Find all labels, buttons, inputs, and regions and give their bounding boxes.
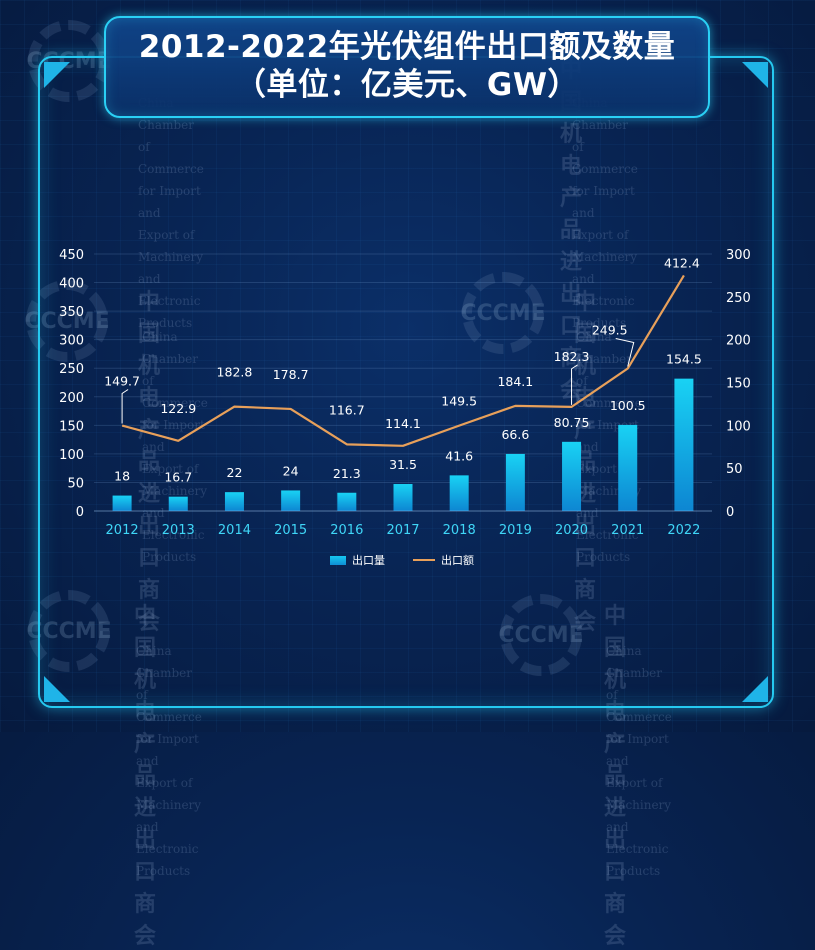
y-right-tick-label: 100 bbox=[726, 419, 751, 434]
legend-item-volume[interactable]: 出口量 bbox=[330, 552, 385, 568]
bar-export-volume bbox=[674, 378, 694, 511]
bar-data-label: 41.6 bbox=[445, 448, 473, 463]
bar-data-label: 21.3 bbox=[333, 466, 361, 481]
legend-item-value[interactable]: 出口额 bbox=[413, 552, 474, 568]
line-data-label: 184.1 bbox=[497, 374, 533, 389]
x-tick-label: 2014 bbox=[218, 523, 251, 538]
bar-export-volume bbox=[562, 441, 582, 511]
y-left-tick-label: 0 bbox=[76, 505, 84, 520]
chart-legend: 出口量 出口额 bbox=[330, 552, 474, 568]
x-tick-label: 2015 bbox=[274, 523, 307, 538]
bar-export-volume bbox=[112, 495, 132, 511]
bar-data-label: 80.75 bbox=[554, 415, 590, 430]
background-grid bbox=[0, 0, 815, 732]
y-left-tick-label: 450 bbox=[59, 248, 84, 263]
bar-export-volume bbox=[168, 496, 188, 511]
bar-data-label: 154.5 bbox=[666, 352, 702, 367]
bar-data-label: 22 bbox=[227, 465, 243, 480]
line-data-label: 182.3 bbox=[554, 349, 590, 364]
legend-label-value: 出口额 bbox=[441, 554, 474, 567]
bar-export-volume bbox=[505, 453, 525, 511]
chart-subtitle: （单位：亿美元、GW） bbox=[234, 67, 580, 103]
y-left-tick-label: 250 bbox=[59, 362, 84, 377]
y-left-tick-label: 400 bbox=[59, 277, 84, 292]
watermark-en-line2: Export of Machinery and Electronic Produ… bbox=[606, 776, 672, 878]
watermark-en-line2: Export of Machinery and Electronic Produ… bbox=[136, 776, 202, 878]
combo-chart: 18 16.7 22 24 21.3 31.5 41.6 66.6 80.75 100.5 154.… bbox=[59, 248, 751, 538]
frame-corner-decoration bbox=[742, 62, 768, 88]
x-tick-label: 2012 bbox=[106, 523, 139, 538]
y-right-tick-label: 50 bbox=[726, 462, 743, 477]
y-left-tick-label: 300 bbox=[59, 334, 84, 349]
x-tick-label: 2013 bbox=[162, 523, 195, 538]
line-label-leader bbox=[121, 389, 129, 424]
bar-data-label: 18 bbox=[114, 469, 130, 484]
x-tick-label: 2018 bbox=[443, 523, 476, 538]
y-left-tick-label: 150 bbox=[59, 419, 84, 434]
line-export-value bbox=[121, 274, 685, 447]
x-tick-label: 2019 bbox=[499, 523, 532, 538]
line-data-label: 412.4 bbox=[664, 255, 700, 270]
y-right-tick-label: 0 bbox=[726, 505, 734, 520]
line-data-label: 249.5 bbox=[592, 323, 628, 338]
x-tick-label: 2020 bbox=[555, 523, 588, 538]
bar-data-label: 31.5 bbox=[389, 457, 417, 472]
y-left-tick-label: 50 bbox=[67, 476, 84, 491]
y-right-tick-label: 200 bbox=[726, 334, 751, 349]
line-label-leader bbox=[615, 338, 635, 367]
bar-export-volume bbox=[618, 424, 638, 511]
bar-data-label: 16.7 bbox=[164, 470, 192, 485]
bar-export-volume bbox=[224, 492, 244, 511]
y-right-tick-label: 250 bbox=[726, 291, 751, 306]
line-data-label: 149.7 bbox=[104, 374, 140, 389]
bar-export-volume bbox=[337, 492, 357, 511]
y-left-tick-label: 350 bbox=[59, 305, 84, 320]
title-panel: 2012-2022年光伏组件出口额及数量 （单位：亿美元、GW） bbox=[104, 16, 710, 118]
legend-bar-swatch bbox=[330, 555, 346, 565]
y-left-tick-label: 200 bbox=[59, 391, 84, 406]
y-right-tick-label: 150 bbox=[726, 377, 751, 392]
x-tick-label: 2017 bbox=[386, 523, 419, 538]
bar-data-label: 100.5 bbox=[610, 398, 646, 413]
line-label-leader bbox=[571, 364, 578, 405]
bar-data-label: 66.6 bbox=[501, 427, 529, 442]
line-data-label: 178.7 bbox=[273, 367, 309, 382]
y-left-tick-label: 100 bbox=[59, 448, 84, 463]
line-data-label: 149.5 bbox=[441, 394, 477, 409]
line-data-label: 182.8 bbox=[217, 365, 253, 380]
legend-label-volume: 出口量 bbox=[352, 554, 385, 567]
frame-corner-decoration bbox=[44, 62, 70, 88]
bar-export-volume bbox=[449, 475, 469, 511]
bar-export-volume bbox=[281, 490, 301, 511]
chart-title: 2012-2022年光伏组件出口额及数量 bbox=[138, 29, 676, 65]
x-tick-label: 2021 bbox=[611, 523, 644, 538]
frame-corner-decoration bbox=[44, 676, 70, 702]
frame-corner-decoration bbox=[742, 676, 768, 702]
bar-data-label: 24 bbox=[283, 463, 299, 478]
y-right-tick-label: 300 bbox=[726, 248, 751, 263]
line-data-label: 116.7 bbox=[329, 402, 365, 417]
bar-export-volume bbox=[393, 484, 413, 511]
legend-line-swatch bbox=[413, 559, 435, 561]
x-tick-label: 2022 bbox=[667, 523, 700, 538]
line-data-label: 122.9 bbox=[160, 401, 196, 416]
x-tick-label: 2016 bbox=[330, 523, 363, 538]
line-data-label: 114.1 bbox=[385, 416, 421, 431]
